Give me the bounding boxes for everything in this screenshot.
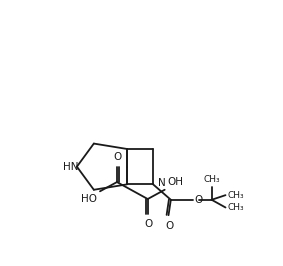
Text: N: N: [158, 178, 166, 188]
Text: O: O: [165, 221, 173, 231]
Text: CH₃: CH₃: [228, 203, 245, 212]
Text: O: O: [194, 195, 202, 205]
Text: CH₃: CH₃: [228, 191, 245, 200]
Text: O: O: [113, 152, 122, 162]
Text: OH: OH: [168, 177, 184, 188]
Text: HO: HO: [81, 194, 97, 203]
Text: CH₃: CH₃: [203, 174, 220, 184]
Text: HN: HN: [63, 162, 78, 172]
Text: O: O: [144, 219, 153, 229]
